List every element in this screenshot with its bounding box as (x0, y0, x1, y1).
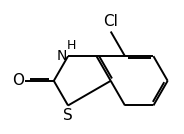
Text: N: N (56, 49, 67, 63)
Text: S: S (63, 108, 73, 123)
Text: H: H (67, 40, 76, 53)
Text: Cl: Cl (103, 14, 118, 29)
Text: O: O (12, 73, 24, 88)
